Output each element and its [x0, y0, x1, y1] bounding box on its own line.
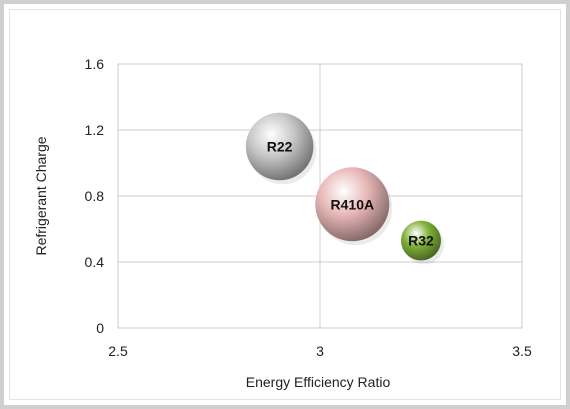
- y-tick-label: 0.4: [85, 254, 105, 270]
- bubble-label: R32: [408, 233, 434, 249]
- bubble-label: R22: [267, 139, 293, 155]
- y-tick-label: 0: [96, 320, 104, 336]
- bubble-r22: [245, 112, 314, 181]
- x-axis-title: Energy Efficiency Ratio: [246, 374, 391, 390]
- y-tick-label: 1.2: [85, 122, 105, 138]
- y-tick-labels: 0 0.4 0.8 1.2 1.6: [85, 56, 105, 336]
- y-tick-label: 1.6: [85, 56, 105, 72]
- x-tick-label: 3.5: [512, 343, 532, 359]
- bubble-r32: [401, 220, 441, 261]
- x-tick-label: 3: [316, 343, 324, 359]
- bubbles: R22 R410A R32: [245, 112, 444, 265]
- chart-inner-border: [9, 9, 561, 400]
- y-tick-label: 0.8: [85, 188, 105, 204]
- x-tick-labels: 2.5 3 3.5: [108, 343, 532, 359]
- bubble-label: R410A: [331, 196, 375, 212]
- bubble-r410a: [315, 167, 390, 242]
- x-tick-label: 2.5: [108, 343, 128, 359]
- y-axis-title: Refrigerant Charge: [33, 136, 49, 255]
